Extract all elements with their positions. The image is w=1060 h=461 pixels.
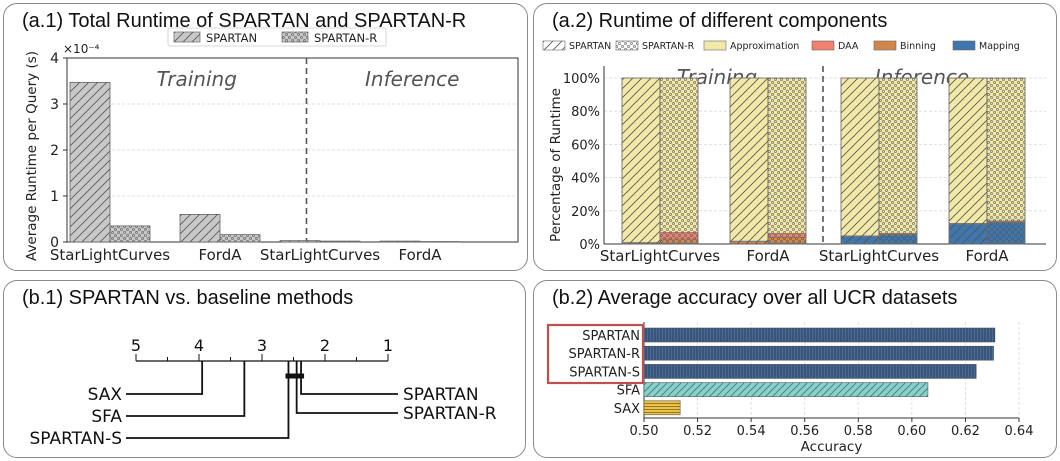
bar-pattern-a1-spartan [70,82,110,242]
panel-a1-title: (a.1) Total Runtime of SPARTAN and SPART… [22,10,467,32]
bar-pattern-a2-spartan-r [878,77,918,245]
y-tick-label-a2: 40% [571,172,600,187]
y-axis-label-a1: Average Runtime per Query (s) [24,51,40,261]
y-tick-label-a2: 60% [571,138,600,153]
bar-pattern-b2 [644,382,928,397]
x-tick-label-a1: FordA [399,246,443,264]
legend-label-a1: SPARTAN-R [314,31,377,45]
y-tick-label-a2: 80% [571,105,600,120]
y-tick-label-a2: 100% [563,72,600,87]
legend-label-a2: SPARTAN [569,41,611,52]
cd-method-label: SAX [88,385,123,405]
legend-label-a2: DAA [838,41,859,52]
bar-pattern-a2-spartan [729,77,769,245]
x-tick-label-b2: 0.62 [951,424,980,439]
cd-axis-tick-label: 3 [257,336,267,355]
x-tick-label-a1: FordA [199,246,243,264]
cd-axis-tick-label: 2 [320,336,330,355]
bar-pattern-a2-spartan [621,77,661,245]
y-tick-label-a1: 0 [50,235,59,251]
y-tick-label-b2: SAX [614,402,640,417]
legend-label-a1: SPARTAN [206,31,257,45]
bar-pattern-a1-spartan [280,240,320,242]
bar-pattern-a1-spartan [380,241,420,242]
x-tick-label-a1: StarLightCurves [260,246,380,264]
cd-method-label: SFA [91,407,122,427]
bar-pattern-a1-spartan-r [220,234,260,242]
cd-method-label: SPARTAN-S [30,429,123,449]
x-tick-label-a1: StarLightCurves [50,246,170,264]
y-tick-label-a1: 4 [50,51,59,67]
y-tick-label-a1: 2 [50,143,59,159]
legend-swatch-pattern-a1 [174,32,200,42]
y-tick-label-a1: 3 [50,97,59,113]
cd-method-line [126,361,246,417]
x-tick-label-b2: 0.58 [844,424,873,439]
legend-label-a2: Approximation [730,41,799,52]
x-tick-label-b2: 0.50 [630,424,659,439]
cd-method-line [300,361,398,395]
bar-pattern-a2-spartan-r [767,77,807,245]
legend-swatch-a2 [873,40,897,51]
bar-pattern-a1-spartan [180,214,220,242]
highlight-box-b2 [546,323,645,385]
x-tick-label-a2: FordA [966,247,1010,265]
legend-swatch-a2 [811,40,835,51]
bar-pattern-b2 [644,328,995,342]
legend-swatch-pattern-a2 [616,41,638,50]
panel-b2-title: (b.2) Average accuracy over all UCR data… [552,287,958,309]
y-tick-label-a2: 0% [579,238,600,253]
x-tick-label-a2: StarLightCurves [600,247,720,265]
section-label-training-a1: Training [157,67,237,91]
cd-axis-tick-label: 5 [131,336,141,355]
y-tick-label-b2: SFA [617,384,641,399]
legend-swatch-pattern-a2 [543,41,565,50]
y-multiplier-a1: ×10⁻⁴ [63,42,100,56]
cd-axis-tick-label: 4 [194,336,204,355]
y-tick-label-b2: SPARTAN [582,329,640,344]
x-tick-label-b2: 0.60 [897,424,926,439]
y-tick-label-b2: SPARTAN-S [569,365,640,380]
x-tick-label-a2: StarLightCurves [819,247,939,265]
y-tick-label-a2: 20% [571,205,600,220]
y-tick-label-b2: SPARTAN-R [568,347,640,362]
legend-swatch-pattern-a1 [282,32,308,42]
y-tick-label-a1: 1 [50,189,59,205]
x-axis-label-b2: Accuracy [801,439,863,455]
bar-pattern-a2-spartan [948,77,988,245]
bar-pattern-a2-spartan-r [986,77,1026,245]
x-tick-label-b2: 0.64 [1005,424,1034,439]
legend-swatch-a2 [703,40,727,51]
bar-pattern-a1-spartan-r [110,225,150,242]
cd-method-label: SPARTAN [403,385,479,405]
cd-method-line [126,361,204,395]
panel-b1: (b.1) SPARTAN vs. baseline methods [3,280,526,458]
y-axis-label-a2: Percentage of Runtime [548,88,564,242]
bar-pattern-b2 [644,364,977,379]
panel-a2-title: (a.2) Runtime of different components [552,10,888,32]
cd-axis-tick-label: 1 [383,336,393,355]
bar-pattern-b2 [644,346,994,361]
section-label-inference-a1: Inference [365,67,459,91]
bar-pattern-a2-spartan-r [659,77,699,245]
legend-label-a2: Mapping [979,41,1020,52]
x-tick-label-b2: 0.56 [790,424,819,439]
bar-pattern-b2 [644,400,681,415]
bar-pattern-a2-spartan [840,77,880,245]
legend-label-a2: SPARTAN-R [642,41,695,52]
x-tick-label-b2: 0.54 [737,424,766,439]
legend-swatch-a2 [952,40,976,51]
x-tick-label-b2: 0.52 [683,424,712,439]
cd-method-line [126,361,290,439]
legend-box-a1 [167,27,387,47]
legend-label-a2: Binning [900,41,936,52]
panel-b1-title: (b.1) SPARTAN vs. baseline methods [22,287,354,309]
cd-method-label: SPARTAN-R [403,404,497,424]
x-tick-label-a2: FordA [747,247,791,265]
cd-method-line [295,361,398,414]
bar-pattern-a1-spartan-r [320,241,360,242]
